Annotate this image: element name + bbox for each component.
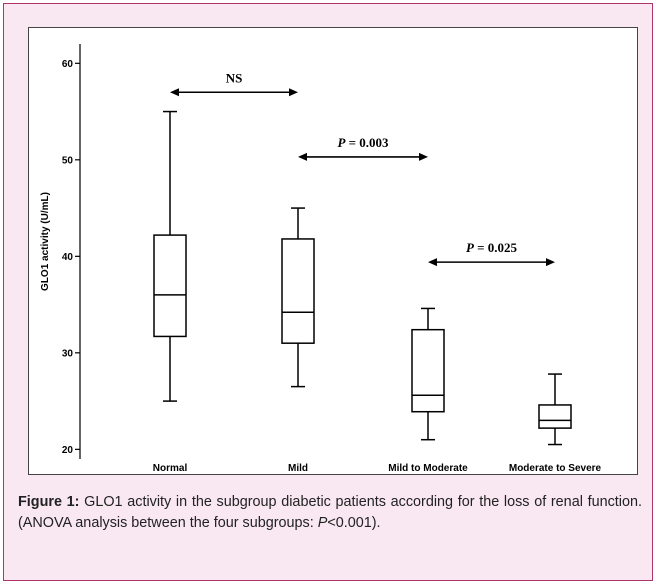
iqr-box [538,404,572,429]
x-tick-label: Mild [288,463,308,474]
iqr-box [281,238,315,344]
significance-annotation-1: NS [170,70,298,97]
caption-label: Figure 1: [18,494,80,510]
y-tick-label: 40 [62,252,74,263]
plot-panel [28,27,638,475]
iqr-box [153,234,187,338]
annotation-label-text: = 0.003 [345,135,389,150]
y-tick-label: 20 [62,445,74,456]
y-tick-label: 50 [62,155,74,166]
arrow-head-right [419,152,428,161]
caption-p-symbol: P [317,515,328,531]
x-tick-label: Moderate to Severe [509,463,602,474]
arrow-head-left [170,88,179,97]
arrow-head-left [428,258,437,267]
figure-caption: Figure 1: GLO1 activity in the subgroup … [18,492,642,534]
caption-p-value: <0.001). [327,515,381,531]
y-axis-label: GLO1 activity (U/mL) [40,192,51,291]
caption-text: GLO1 activity in the subgroup diabetic p… [18,494,642,531]
box-4 [538,373,572,446]
box-2 [281,207,315,388]
arrow-head-left [298,152,307,161]
annotation-label-italic: P [466,240,475,255]
annotation-label: P = 0.025 [466,240,518,255]
x-tick-label: Mild to Moderate [388,463,468,474]
arrow-head-right [546,258,555,267]
annotation-label-text: NS [226,70,243,85]
annotation-label-italic: P [337,135,346,150]
y-tick-label: 30 [62,348,74,359]
box-plot-chart: 20 30 40 50 60 GLO1 activity (U/mL) Normal Mild… [40,44,602,474]
iqr-box [411,328,445,413]
y-tick-label: 60 [62,59,74,70]
annotation-label: P = 0.003 [337,135,389,150]
significance-annotation-2: P = 0.003 [298,135,428,161]
figure-frame: 20 30 40 50 60 GLO1 activity (U/mL) Normal Mild… [3,3,653,581]
annotation-label: NS [226,70,243,85]
arrow-head-right [289,88,298,97]
significance-annotation-3: P = 0.025 [428,240,555,267]
box-1 [153,110,187,402]
annotation-label-text: = 0.025 [474,240,518,255]
axes: 20 30 40 50 60 GLO1 activity (U/mL) Normal Mild… [40,44,602,474]
boxes [153,110,572,446]
box-3 [411,307,445,441]
x-tick-label: Normal [153,463,188,474]
